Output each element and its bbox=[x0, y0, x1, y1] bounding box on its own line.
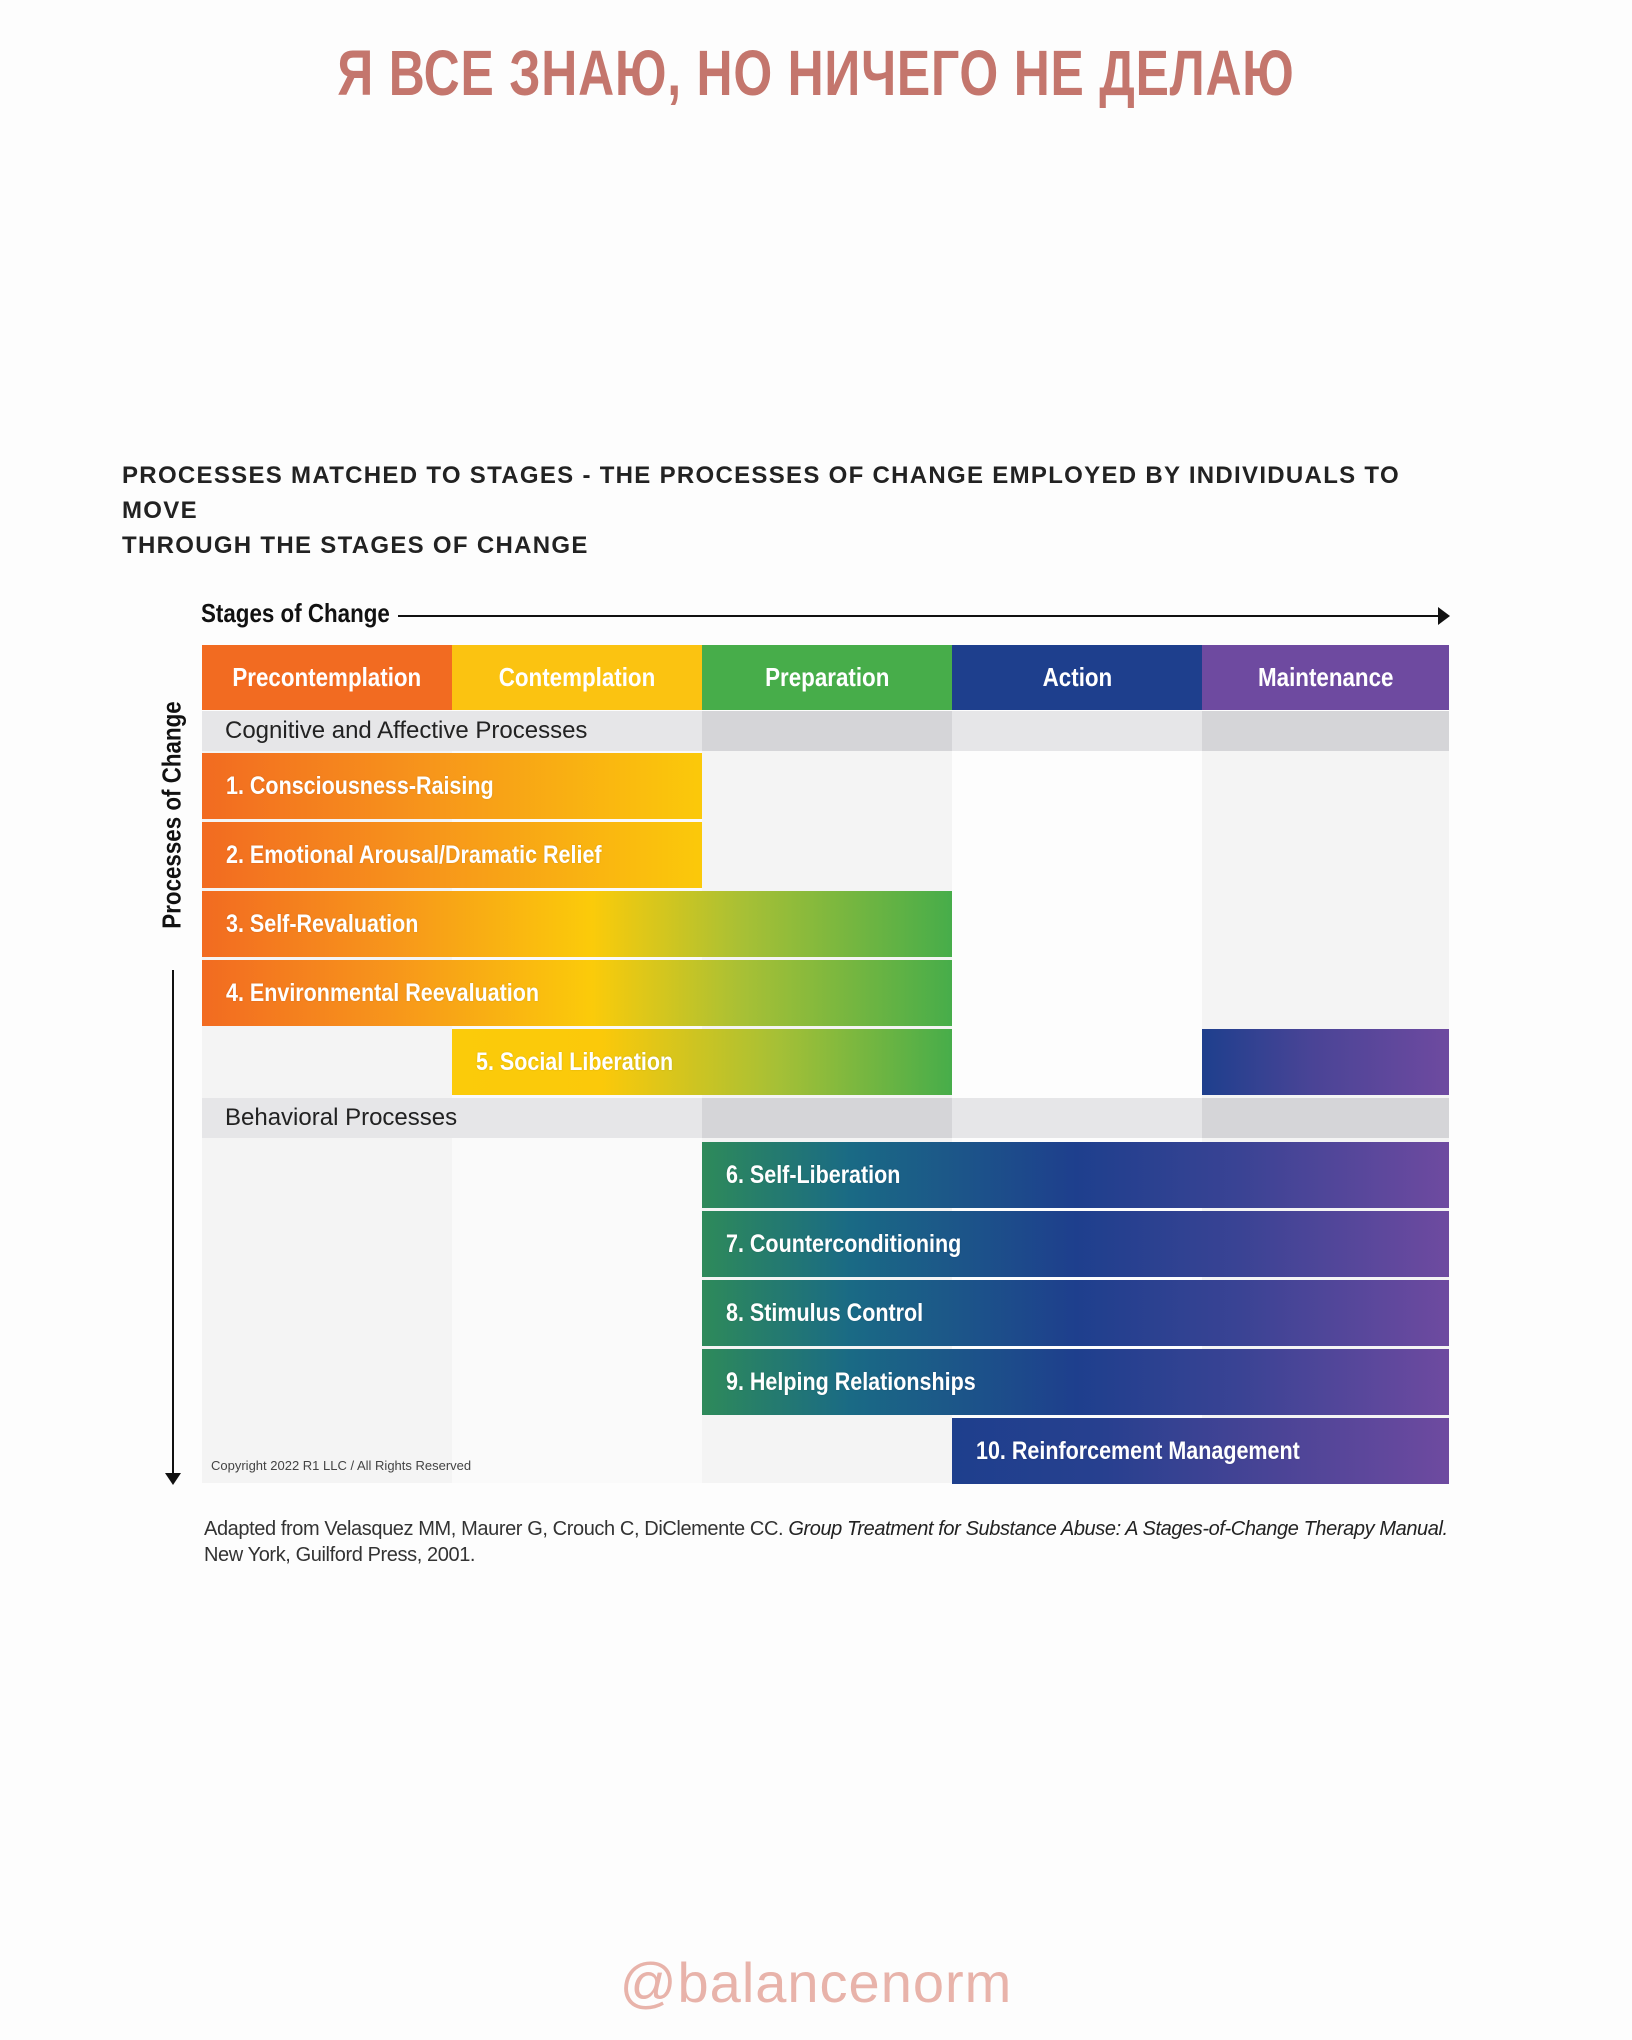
section-segment bbox=[702, 711, 952, 751]
process-label: 7. Counterconditioning bbox=[726, 1229, 962, 1258]
citation-title: Group Treatment for Substance Abuse: A S… bbox=[788, 1518, 1448, 1540]
process-label: 2. Emotional Arousal/Dramatic Relief bbox=[226, 840, 602, 869]
process-bar-self-revaluation: 3. Self-Revaluation bbox=[202, 891, 952, 957]
headline: Я ВСЕ ЗНАЮ, НО НИЧЕГО НЕ ДЕЛАЮ bbox=[337, 37, 1295, 109]
section-segment bbox=[952, 1098, 1202, 1138]
section-segment bbox=[202, 1098, 702, 1138]
arrow-down-icon bbox=[165, 1473, 181, 1485]
stage-label: Maintenance bbox=[1257, 662, 1394, 692]
diagram-subtitle: PROCESSES MATCHED TO STAGES - THE PROCES… bbox=[122, 458, 1462, 563]
process-label: 9. Helping Relationships bbox=[726, 1367, 976, 1396]
process-label: 10. Reinforcement Management bbox=[976, 1436, 1300, 1465]
arrow-right-icon bbox=[1438, 607, 1450, 625]
section-segment bbox=[1202, 711, 1449, 751]
stage-header-maintenance: Maintenance bbox=[1202, 645, 1449, 710]
process-bar-reinforcement-management: 10. Reinforcement Management bbox=[952, 1418, 1449, 1484]
stage-label: Action bbox=[1042, 662, 1112, 692]
process-bar-stimulus-control: 8. Stimulus Control bbox=[702, 1280, 1449, 1346]
process-bar-self-liberation: 6. Self-Liberation bbox=[702, 1142, 1449, 1208]
stage-header-preparation: Preparation bbox=[702, 645, 952, 710]
stage-header-action: Action bbox=[952, 645, 1202, 710]
stage-header-precontemplation: Precontemplation bbox=[202, 645, 452, 710]
process-bar-environmental-reevaluation: 4. Environmental Reevaluation bbox=[202, 960, 952, 1026]
process-bar-counterconditioning: 7. Counterconditioning bbox=[702, 1211, 1449, 1277]
subtitle-line-2: THROUGH THE STAGES OF CHANGE bbox=[122, 532, 589, 559]
processes-axis-arrow bbox=[172, 970, 174, 1475]
citation-publisher: New York, Guilford Press, 2001. bbox=[204, 1544, 476, 1566]
process-label: 1. Consciousness-Raising bbox=[226, 771, 494, 800]
process-bar-social-liberation-maintenance bbox=[1202, 1029, 1449, 1095]
section-segment bbox=[1202, 1098, 1449, 1138]
subtitle-line-1: PROCESSES MATCHED TO STAGES - THE PROCES… bbox=[122, 462, 1400, 524]
process-label: 4. Environmental Reevaluation bbox=[226, 978, 540, 1007]
process-bar-emotional-arousal: 2. Emotional Arousal/Dramatic Relief bbox=[202, 822, 702, 888]
section-bar-behavioral bbox=[202, 1098, 1449, 1138]
stage-label: Precontemplation bbox=[232, 662, 422, 692]
section-segment bbox=[702, 1098, 952, 1138]
stages-axis-label: Stages of Change bbox=[201, 598, 390, 628]
stages-axis-arrow bbox=[398, 615, 1438, 617]
process-label: 6. Self-Liberation bbox=[726, 1160, 901, 1189]
process-bar-helping-relationships: 9. Helping Relationships bbox=[702, 1349, 1449, 1415]
process-label: 5. Social Liberation bbox=[476, 1047, 674, 1076]
copyright-note: Copyright 2022 R1 LLC / All Rights Reser… bbox=[211, 1458, 472, 1473]
source-citation: Adapted from Velasquez MM, Maurer G, Cro… bbox=[204, 1516, 1454, 1568]
stage-label: Preparation bbox=[764, 662, 890, 692]
section-label-behavioral: Behavioral Processes bbox=[225, 1104, 458, 1131]
process-bar-consciousness-raising: 1. Consciousness-Raising bbox=[202, 753, 702, 819]
section-bar-cognitive bbox=[202, 711, 1449, 751]
process-label: 3. Self-Revaluation bbox=[226, 909, 419, 938]
section-segment bbox=[202, 711, 702, 751]
process-label: 8. Stimulus Control bbox=[726, 1298, 924, 1327]
section-segment bbox=[952, 711, 1202, 751]
stage-header-contemplation: Contemplation bbox=[452, 645, 702, 710]
social-handle: @balancenorm bbox=[619, 1951, 1013, 2014]
section-label-cognitive: Cognitive and Affective Processes bbox=[225, 717, 588, 744]
process-bar-social-liberation: 5. Social Liberation bbox=[452, 1029, 952, 1095]
stage-label: Contemplation bbox=[498, 662, 656, 692]
citation-authors: Adapted from Velasquez MM, Maurer G, Cro… bbox=[204, 1518, 789, 1540]
